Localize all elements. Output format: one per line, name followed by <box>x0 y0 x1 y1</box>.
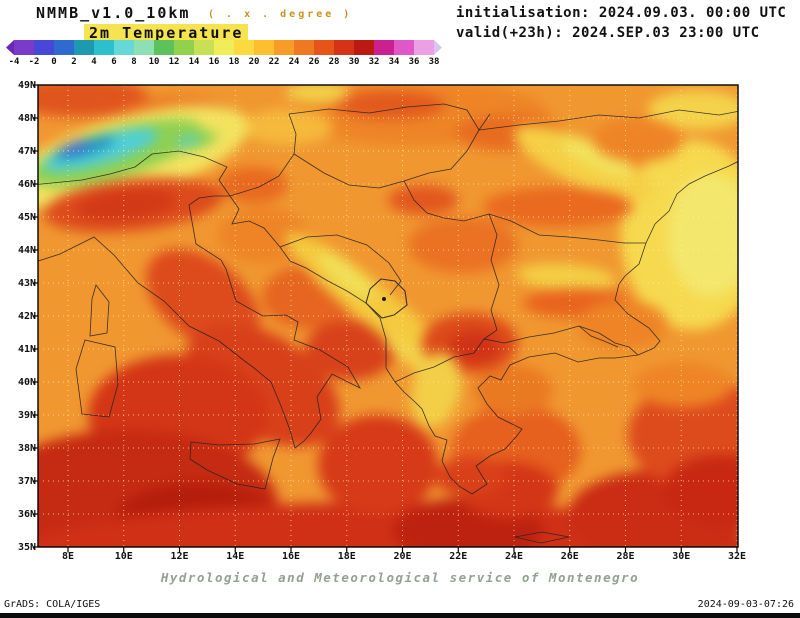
temperature-field <box>38 85 738 547</box>
colorbar-tick-label: 6 <box>111 57 117 67</box>
colorbar-cell <box>254 40 274 55</box>
colorbar-tick-label: 18 <box>228 57 240 67</box>
colorbar-tick-label: 32 <box>368 57 380 67</box>
border-pannonia <box>293 113 491 189</box>
colorbar-tick-label: 8 <box>131 57 137 67</box>
country-borders <box>38 103 738 544</box>
colorbar-cell <box>174 40 194 55</box>
render-timestamp: 2024-09-03-07:26 <box>697 599 794 610</box>
colorbar-tick-label: 28 <box>328 57 340 67</box>
model-grid-note: ( . x . degree ) <box>208 9 353 20</box>
colorbar-tick-label: 12 <box>168 57 180 67</box>
colorbar-cell <box>34 40 54 55</box>
border-montenegro <box>365 278 408 319</box>
grads-credit: GrADS: COLA/IGES <box>4 599 101 610</box>
colorbar-cell <box>154 40 174 55</box>
colorbar-cell <box>234 40 254 55</box>
colorbar-cell <box>374 40 394 55</box>
location-marker <box>382 297 386 301</box>
axis-ticks <box>32 84 738 553</box>
init-time-line: initialisation: 2024.09.03. 00:00 UTC <box>456 5 787 21</box>
colorbar-cell <box>294 40 314 55</box>
island-crete <box>514 531 570 544</box>
colorbar-tick-label: 34 <box>388 57 400 67</box>
border-greece-north <box>394 325 639 383</box>
colorbar-tick-label: 4 <box>91 57 97 67</box>
colorbar-cell <box>274 40 294 55</box>
colorbar-tick-label: 30 <box>348 57 360 67</box>
colorbar-cell <box>354 40 374 55</box>
border-alps <box>38 150 231 197</box>
colorbar-tick-label: 10 <box>148 57 160 67</box>
border-serbia-bulgaria <box>483 213 500 340</box>
colorbar-cell <box>194 40 214 55</box>
colorbar-tick-label: 20 <box>248 57 260 67</box>
map-canvas <box>38 85 738 547</box>
colorbar-arrow-right <box>434 40 442 55</box>
colorbar-cell <box>74 40 94 55</box>
colorbar-tick-label: 26 <box>308 57 320 67</box>
colorbar-cell <box>214 40 234 55</box>
border-bulgaria-turkey <box>578 325 619 348</box>
border-romania-ukraine <box>478 109 738 131</box>
coastline-balkan <box>229 161 738 495</box>
model-title: NMMB_v1.0_10km <box>36 4 191 22</box>
colorbar-arrow-left <box>6 40 14 55</box>
colorbar-tick-label: 38 <box>428 57 440 67</box>
colorbar-tick-label: 22 <box>268 57 280 67</box>
colorbar-cell <box>114 40 134 55</box>
colorbar-tick-label: -2 <box>28 57 40 67</box>
colorbar-tick-label: -4 <box>8 57 20 67</box>
field-title: 2m Temperature <box>84 24 249 42</box>
colorbar-tick-label: 24 <box>288 57 300 67</box>
island-sardinia <box>75 339 119 418</box>
colorbar-cell <box>94 40 114 55</box>
bottom-edge-bar <box>0 613 800 618</box>
colorbar-tick-label: 16 <box>208 57 220 67</box>
colorbar-cell <box>54 40 74 55</box>
colorbar-cell <box>394 40 414 55</box>
border-north-ridge <box>288 103 480 131</box>
colorbar-cell <box>134 40 154 55</box>
colorbar-tick-label: 14 <box>188 57 200 67</box>
border-austria-hungary <box>229 113 297 197</box>
colorbar-tick-label: 0 <box>51 57 57 67</box>
coastline-italy <box>38 195 362 449</box>
border-danube <box>403 180 646 244</box>
map-plot <box>32 84 739 553</box>
colorbar-cell <box>14 40 34 55</box>
colorbar-tick-label: 2 <box>71 57 77 67</box>
valid-time-line: valid(+23h): 2024.SEP.03 23:00 UTC <box>456 25 760 41</box>
border-bosnia <box>279 234 402 296</box>
service-credit: Hydrological and Meteorological service … <box>160 570 640 585</box>
colorbar-cell <box>334 40 354 55</box>
colorbar-cell <box>314 40 334 55</box>
island-sicily <box>189 438 281 490</box>
temperature-colorbar: -4 -2 0 2 4 6 8 10 12 14 16 18 20 22 24 26 28 30 32 34 36 38 <box>6 40 458 70</box>
colorbar-tick-label: 36 <box>408 57 420 67</box>
island-corsica <box>89 284 110 337</box>
colorbar-cell <box>414 40 434 55</box>
